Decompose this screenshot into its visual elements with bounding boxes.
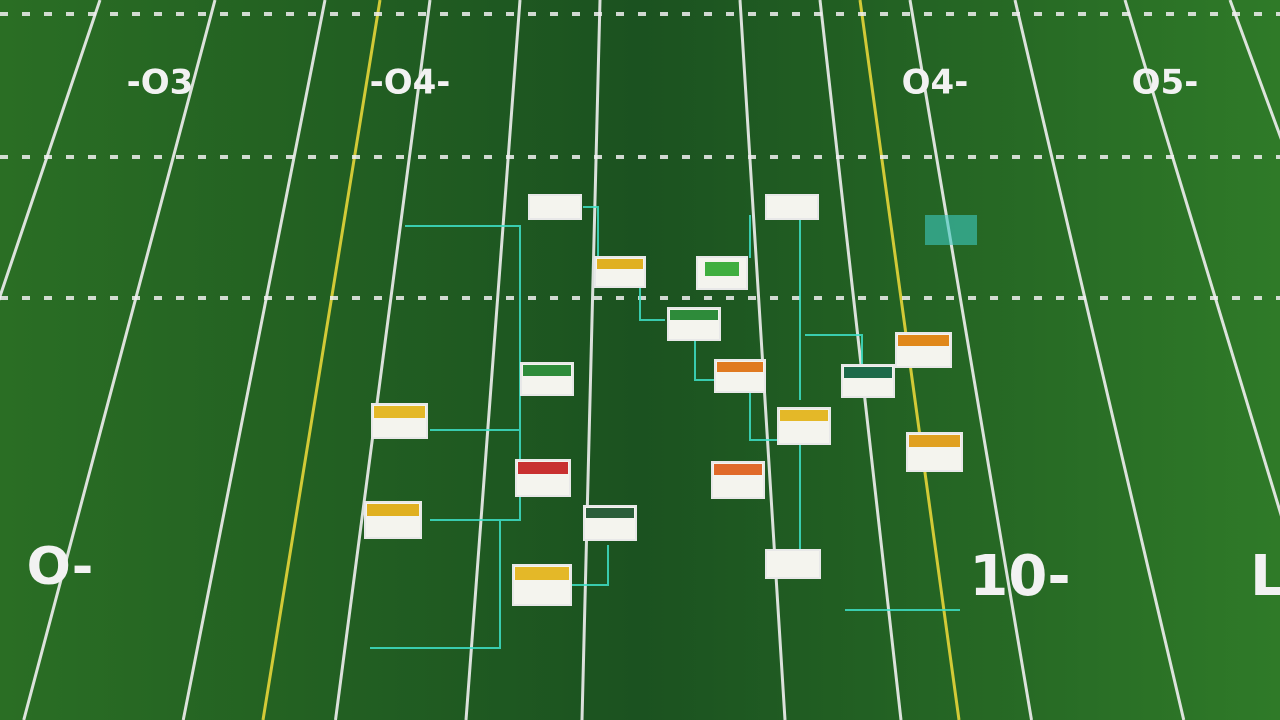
card-band — [844, 367, 892, 378]
card-band — [597, 259, 643, 269]
field-line — [908, 0, 1033, 720]
field-line — [1013, 0, 1186, 720]
card-band — [367, 504, 419, 516]
connector — [583, 206, 780, 441]
connector — [799, 220, 960, 611]
connector — [572, 215, 751, 586]
yard-number: O- — [27, 537, 94, 597]
bracket-cards — [364, 194, 977, 606]
field-line — [334, 0, 432, 720]
field-line — [818, 0, 903, 720]
card-band — [714, 464, 762, 475]
field-line — [580, 0, 602, 720]
card-band — [670, 310, 718, 320]
yard-number: -O4- — [370, 63, 451, 103]
card — [528, 194, 582, 220]
card-band — [515, 567, 569, 580]
card — [765, 549, 821, 579]
card-band — [586, 508, 634, 518]
yard-number: O4- — [902, 63, 969, 103]
glow-panel — [925, 215, 977, 245]
card — [765, 194, 819, 220]
yard-number: L — [1250, 544, 1280, 609]
field-line — [1228, 0, 1280, 140]
field-line — [0, 0, 102, 301]
card-band — [705, 262, 739, 276]
card-band — [909, 435, 960, 447]
card-band — [523, 365, 571, 376]
field-line — [181, 0, 327, 720]
yard-number: O5- — [1132, 63, 1199, 103]
field-line — [22, 0, 217, 720]
yard-number: 10- — [969, 544, 1070, 609]
field-line — [261, 0, 382, 720]
yard-number: -O3 — [127, 63, 194, 103]
field-line — [464, 0, 522, 720]
card-band — [717, 362, 763, 372]
card-band — [518, 462, 568, 474]
card-band — [898, 335, 949, 346]
card-band — [780, 410, 828, 421]
card-band — [374, 406, 425, 418]
field-line — [1123, 0, 1280, 517]
